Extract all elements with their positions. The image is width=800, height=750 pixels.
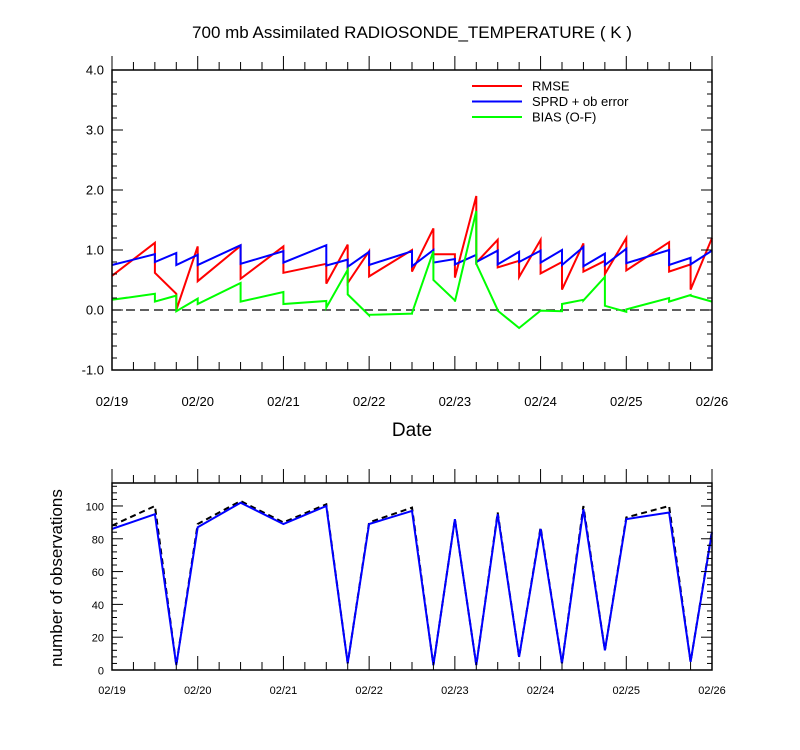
y-tick-label: 0 bbox=[98, 666, 104, 678]
series-line-2 bbox=[111, 243, 713, 269]
x-tick-label: 02/23 bbox=[439, 394, 472, 409]
x-tick-label: 02/24 bbox=[527, 685, 555, 697]
y-tick-label: 80 bbox=[92, 534, 104, 546]
y-tick-label: 20 bbox=[92, 633, 104, 645]
x-axis-label: Date bbox=[392, 420, 432, 441]
x-tick-label: 02/26 bbox=[698, 685, 726, 697]
y-tick-label: 2.0 bbox=[86, 183, 104, 198]
legend-label-1: RMSE bbox=[532, 79, 570, 94]
y-tick-label: 0.0 bbox=[86, 303, 104, 318]
series-line-3 bbox=[111, 210, 713, 330]
x-tick-label: 02/20 bbox=[181, 394, 214, 409]
top-panel: -1.0 0.0 1.0 2.0 3.0 4.0 02/19 02/20 02/21 02/22 0… bbox=[82, 56, 729, 409]
x-tick-label: 02/22 bbox=[353, 394, 386, 409]
legend-label-3: BIAS (O-F) bbox=[532, 110, 596, 125]
y-tick-label: 4.0 bbox=[86, 63, 104, 78]
y-axis-label: number of observations bbox=[47, 489, 66, 667]
x-tick-label: 02/24 bbox=[524, 394, 557, 409]
x-tick-label: 02/20 bbox=[184, 685, 212, 697]
chart-title: 700 mb Assimilated RADIOSONDE_TEMPERATUR… bbox=[192, 23, 632, 42]
series-line-2 bbox=[111, 501, 713, 666]
y-tick-label: 3.0 bbox=[86, 123, 104, 138]
x-tick-label: 02/25 bbox=[613, 685, 641, 697]
y-tick-label: 1.0 bbox=[86, 243, 104, 258]
x-tick-label: 02/23 bbox=[441, 685, 469, 697]
y-tick-label: 60 bbox=[92, 567, 104, 579]
x-tick-label: 02/21 bbox=[270, 685, 298, 697]
x-tick-label: 02/22 bbox=[355, 685, 383, 697]
x-tick-label: 02/19 bbox=[98, 685, 126, 697]
x-tick-label: 02/21 bbox=[267, 394, 300, 409]
y-tick-label: 100 bbox=[86, 501, 104, 513]
y-tick-label: 40 bbox=[92, 600, 104, 612]
bottom-panel: 0 20 40 60 80 100 02/19 02/20 02/21 02/22 02/23 02/… bbox=[86, 469, 726, 697]
x-tick-label: 02/26 bbox=[696, 394, 729, 409]
y-tick-label: -1.0 bbox=[82, 363, 104, 378]
legend-label-2: SPRD + ob error bbox=[532, 94, 629, 109]
x-tick-label: 02/25 bbox=[610, 394, 643, 409]
plot-frame bbox=[111, 69, 713, 371]
x-tick-label: 02/19 bbox=[96, 394, 129, 409]
